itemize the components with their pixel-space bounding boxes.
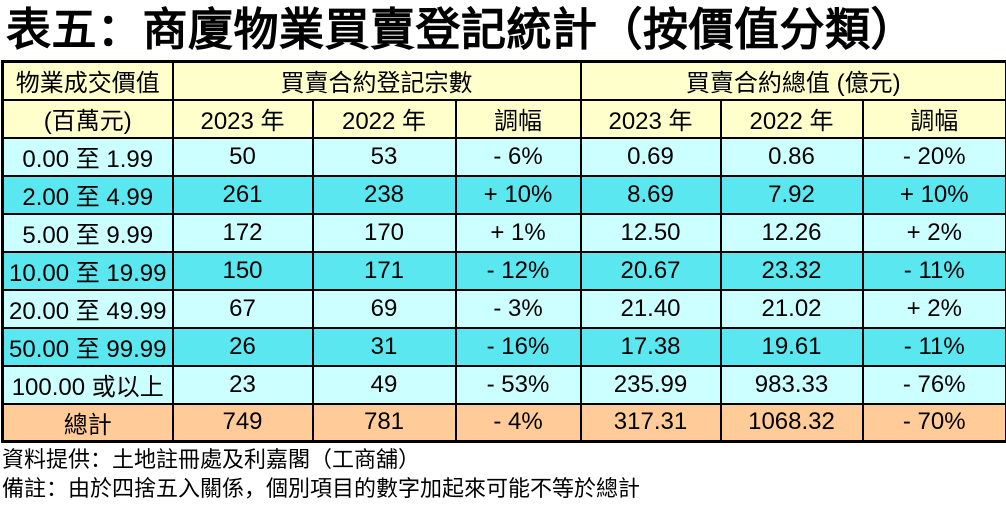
cell-value-change: + 10% <box>861 174 1006 215</box>
cell-count-2023: 50 <box>171 136 314 177</box>
cell-value-2022: 19.61 <box>719 326 864 367</box>
total-label: 總計 <box>1 402 174 443</box>
total-value-change: - 70% <box>861 402 1006 443</box>
header-value-group: 買賣合約總值 (億元) <box>579 60 1006 101</box>
cell-value-2022: 0.86 <box>719 136 864 177</box>
cell-count-2022: 238 <box>311 174 457 215</box>
table-row: 50.00 至 99.99 26 31 - 16% 17.38 19.61 - … <box>1 326 1006 367</box>
cell-value-2023: 0.69 <box>579 136 722 177</box>
cell-count-change: + 10% <box>454 174 582 215</box>
cell-value-change: + 2% <box>861 212 1006 253</box>
header-value-2023: 2023 年 <box>579 98 722 139</box>
total-count-2023: 749 <box>171 402 314 443</box>
cell-count-2022: 31 <box>311 326 457 367</box>
cell-count-2022: 170 <box>311 212 457 253</box>
row-label: 2.00 至 4.99 <box>1 174 174 215</box>
total-value-2022: 1068.32 <box>719 402 864 443</box>
source-note: 資料提供：土地註冊處及利嘉閣（工商舖） <box>2 447 421 472</box>
header-count-2022: 2022 年 <box>311 98 457 139</box>
cell-count-change: - 53% <box>454 364 582 405</box>
total-row: 總計 749 781 - 4% 317.31 1068.32 - 70% <box>1 402 1006 443</box>
header-price-unit: (百萬元) <box>1 98 174 139</box>
total-count-change: - 4% <box>454 402 582 443</box>
cell-value-2022: 7.92 <box>719 174 864 215</box>
cell-count-2023: 150 <box>171 250 314 291</box>
row-label: 10.00 至 19.99 <box>1 250 174 291</box>
row-label: 50.00 至 99.99 <box>1 326 174 367</box>
cell-value-2023: 21.40 <box>579 288 722 329</box>
cell-count-2023: 261 <box>171 174 314 215</box>
cell-count-2022: 171 <box>311 250 457 291</box>
cell-value-2023: 20.67 <box>579 250 722 291</box>
cell-value-change: + 2% <box>861 288 1006 329</box>
row-label: 0.00 至 1.99 <box>1 136 174 177</box>
cell-value-change: - 76% <box>861 364 1006 405</box>
cell-value-2023: 235.99 <box>579 364 722 405</box>
table-row: 0.00 至 1.99 50 53 - 6% 0.69 0.86 - 20% <box>1 136 1006 177</box>
table-row: 5.00 至 9.99 172 170 + 1% 12.50 12.26 + 2… <box>1 212 1006 253</box>
cell-value-change: - 11% <box>861 326 1006 367</box>
rounding-note: 備註：由於四捨五入關係，個別項目的數字加起來可能不等於總計 <box>2 476 641 501</box>
cell-count-change: - 6% <box>454 136 582 177</box>
cell-value-change: - 11% <box>861 250 1006 291</box>
table-row: 100.00 或以上 23 49 - 53% 235.99 983.33 - 7… <box>1 364 1006 405</box>
header-value-2022: 2022 年 <box>719 98 864 139</box>
cell-count-2023: 23 <box>171 364 314 405</box>
cell-value-2022: 983.33 <box>719 364 864 405</box>
cell-count-2022: 53 <box>311 136 457 177</box>
cell-value-2022: 23.32 <box>719 250 864 291</box>
page-title: 表五：商廈物業買賣登記統計（按價值分類） <box>6 4 917 55</box>
cell-value-2023: 8.69 <box>579 174 722 215</box>
header-count-2023: 2023 年 <box>171 98 314 139</box>
cell-value-2022: 21.02 <box>719 288 864 329</box>
property-sales-table: 物業成交價值 買賣合約登記宗數 買賣合約總值 (億元) (百萬元) 2023 年… <box>1 60 1006 443</box>
row-label: 5.00 至 9.99 <box>1 212 174 253</box>
table-row: 2.00 至 4.99 261 238 + 10% 8.69 7.92 + 10… <box>1 174 1006 215</box>
table-row: 20.00 至 49.99 67 69 - 3% 21.40 21.02 + 2… <box>1 288 1006 329</box>
cell-count-change: - 12% <box>454 250 582 291</box>
cell-count-2023: 172 <box>171 212 314 253</box>
header-count-group: 買賣合約登記宗數 <box>171 60 582 101</box>
header-row-years: (百萬元) 2023 年 2022 年 調幅 2023 年 2022 年 調幅 <box>1 98 1006 139</box>
header-price-label: 物業成交價值 <box>1 60 174 101</box>
cell-value-2023: 12.50 <box>579 212 722 253</box>
cell-value-change: - 20% <box>861 136 1006 177</box>
cell-count-change: + 1% <box>454 212 582 253</box>
row-label: 20.00 至 49.99 <box>1 288 174 329</box>
header-row-groups: 物業成交價值 買賣合約登記宗數 買賣合約總值 (億元) <box>1 60 1006 101</box>
cell-count-change: - 3% <box>454 288 582 329</box>
row-label: 100.00 或以上 <box>1 364 174 405</box>
total-count-2022: 781 <box>311 402 457 443</box>
cell-value-2023: 17.38 <box>579 326 722 367</box>
header-count-change: 調幅 <box>454 98 582 139</box>
cell-count-2022: 69 <box>311 288 457 329</box>
header-value-change: 調幅 <box>861 98 1006 139</box>
cell-count-2023: 26 <box>171 326 314 367</box>
cell-value-2022: 12.26 <box>719 212 864 253</box>
total-value-2023: 317.31 <box>579 402 722 443</box>
cell-count-2022: 49 <box>311 364 457 405</box>
cell-count-2023: 67 <box>171 288 314 329</box>
cell-count-change: - 16% <box>454 326 582 367</box>
table-row: 10.00 至 19.99 150 171 - 12% 20.67 23.32 … <box>1 250 1006 291</box>
